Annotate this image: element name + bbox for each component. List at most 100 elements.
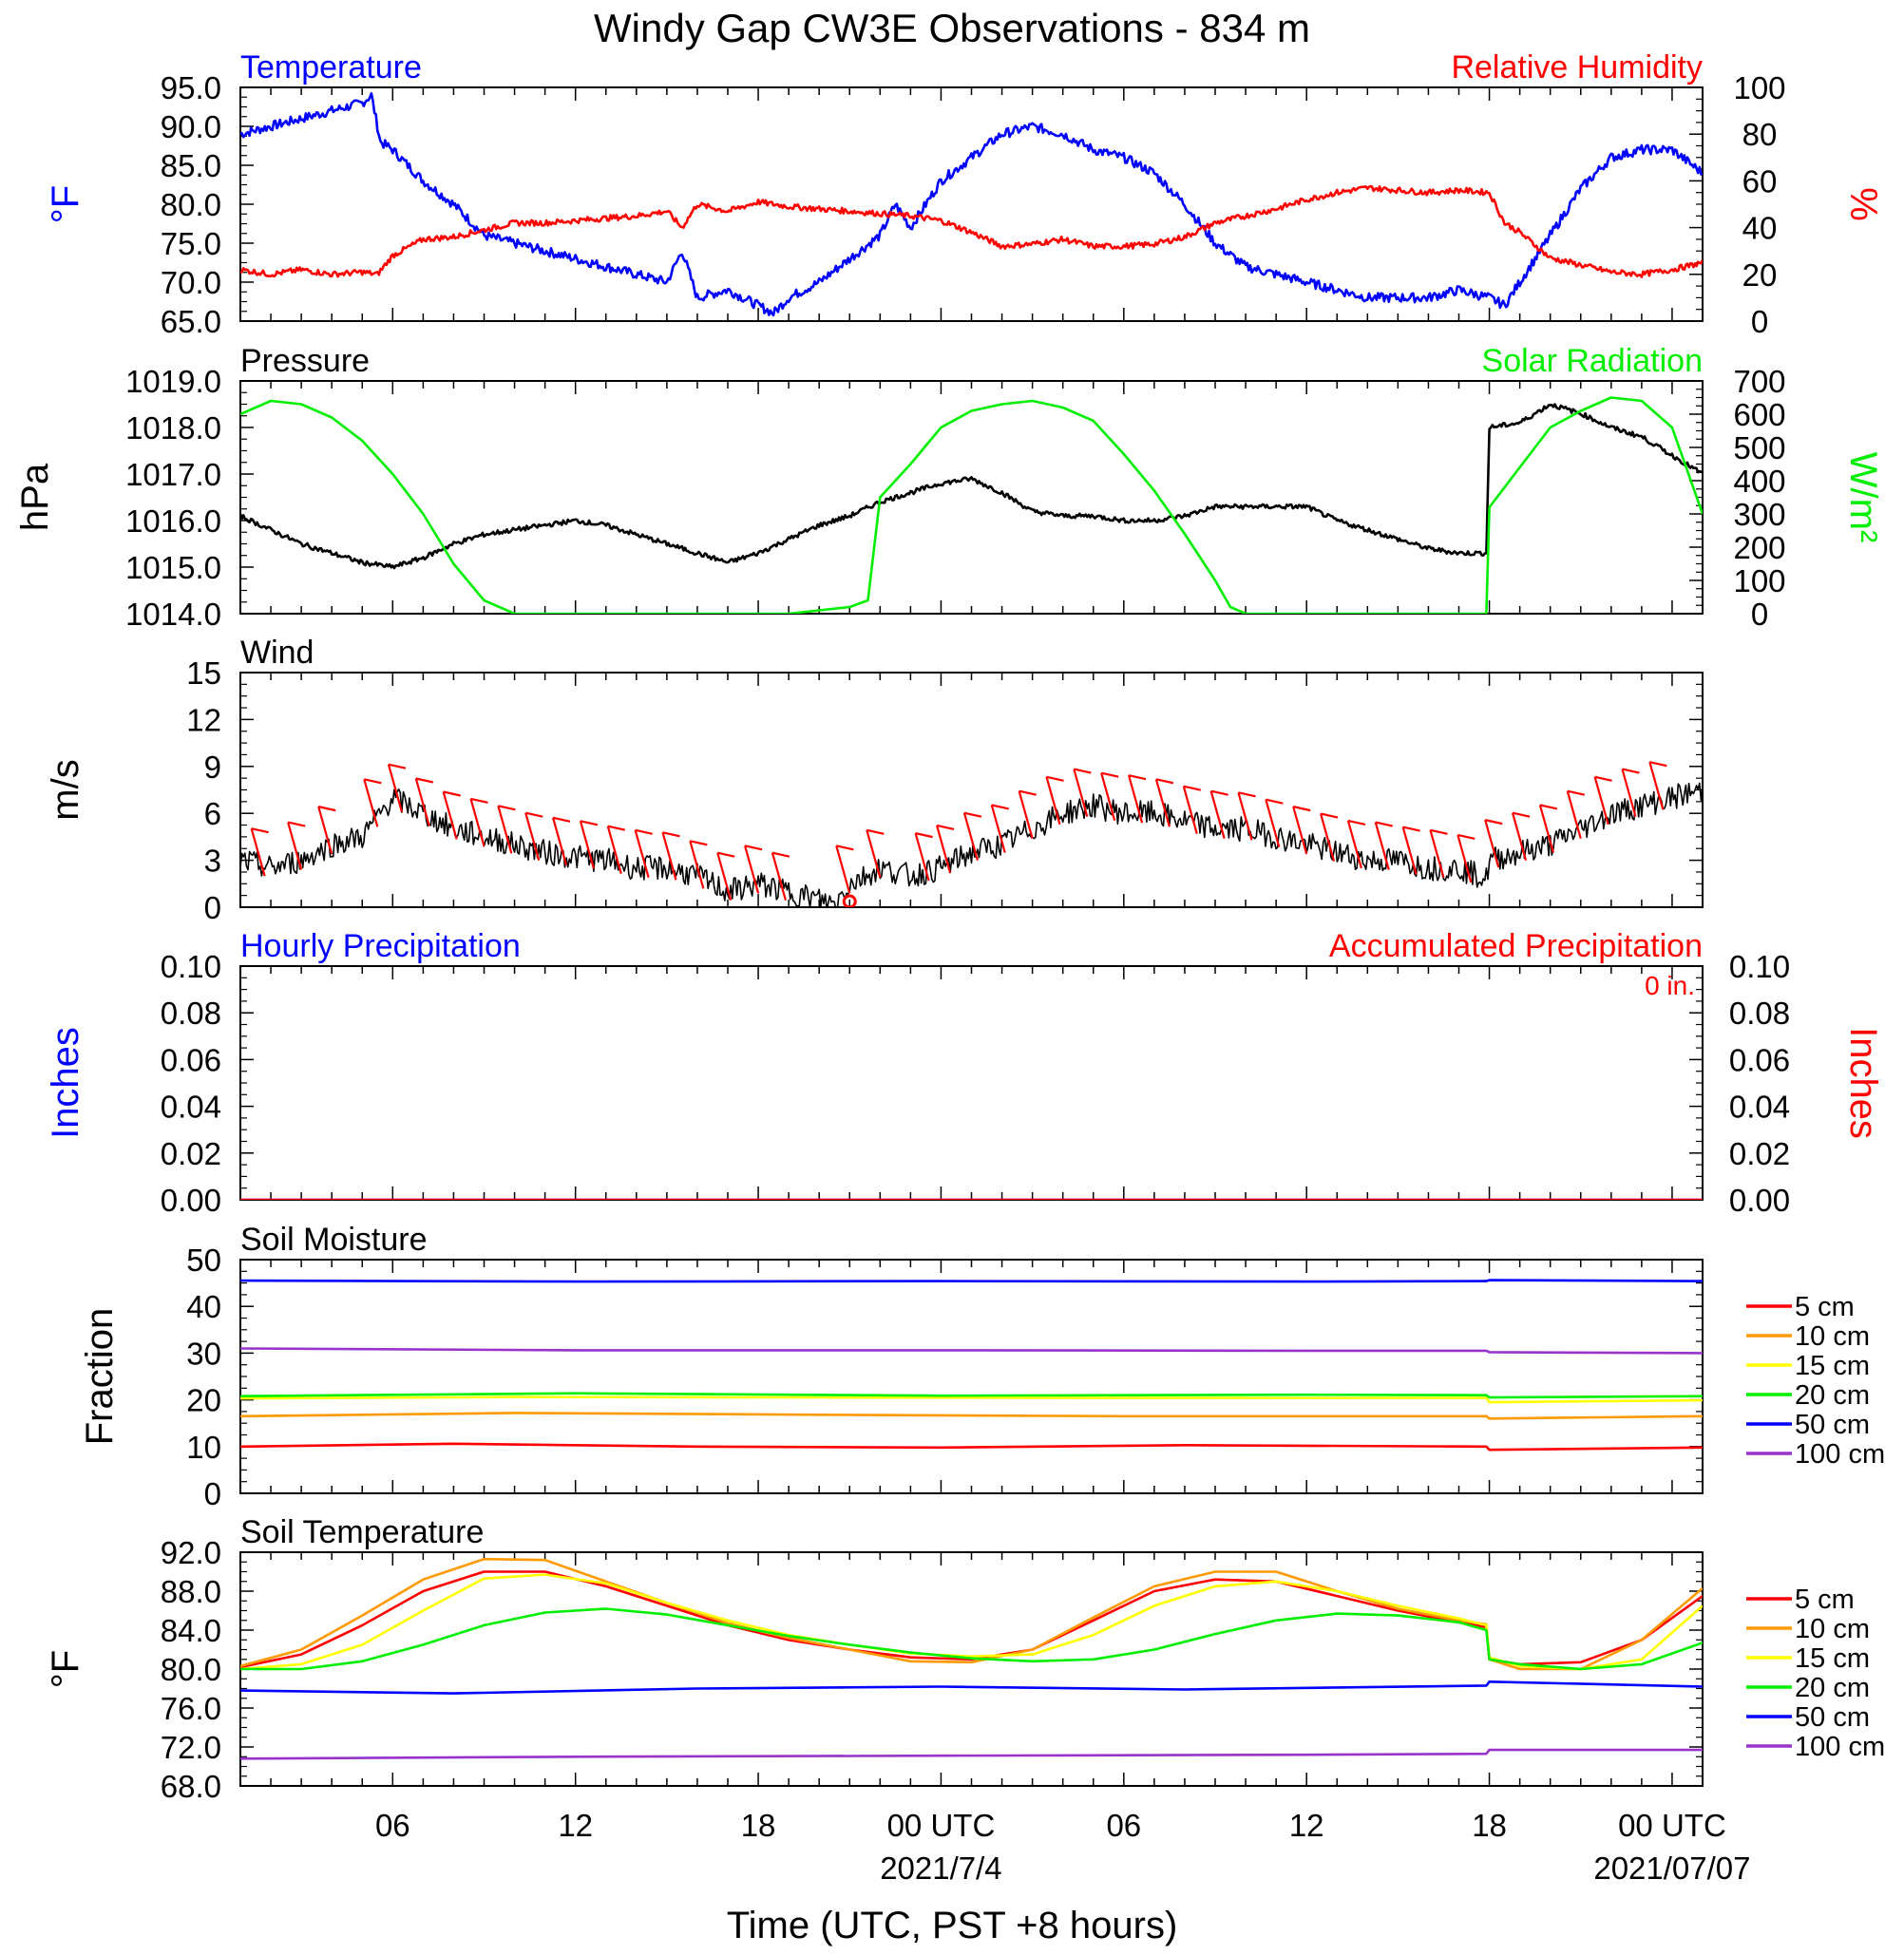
wind-barb-flag — [443, 790, 461, 797]
series-line-10cm — [240, 1557, 1703, 1671]
y-tick-label-right: 60 — [1742, 163, 1778, 199]
y-tick-label-left: 12 — [186, 702, 221, 737]
wind-barb — [363, 779, 379, 827]
wind-barb — [689, 841, 705, 889]
wind-barb-flag — [936, 824, 955, 830]
series-line-5cm — [240, 1570, 1703, 1669]
y-tick-label-left: 1016.0 — [125, 503, 221, 539]
y-tick-label-right: 200 — [1733, 530, 1785, 565]
wind-barb-flag — [1512, 811, 1531, 818]
y-tick-label-right: 0.04 — [1729, 1090, 1790, 1125]
panel-soil-temp: 92.0 88.0 84.0 80.0 76.0 72.0 68.0 Soil Tempera… — [45, 1514, 1885, 1804]
x-tick-label: 00 UTC — [887, 1808, 996, 1843]
wind-barb — [1429, 829, 1445, 879]
wind-barb — [661, 832, 677, 881]
wind-barb-flag — [1074, 768, 1092, 774]
legend-label: 15 cm — [1795, 1643, 1870, 1674]
wind-barb-flag — [1046, 775, 1064, 782]
x-tick-label: 06 — [1106, 1808, 1141, 1843]
wind-barb-flag — [1622, 768, 1640, 774]
wind-barb — [1209, 790, 1226, 839]
wind-barb-flag — [1457, 833, 1476, 841]
y-tick-label-left: 15 — [186, 655, 221, 691]
x-tick-label: 12 — [1289, 1808, 1324, 1843]
legend-label: 50 cm — [1795, 1702, 1870, 1733]
panel-title-left: Pressure — [240, 343, 370, 379]
y-axis-label-left: °F — [45, 1650, 86, 1688]
y-axis-label-left: m/s — [45, 759, 86, 820]
panel-title-right: Relative Humidity — [1451, 49, 1703, 85]
x-axis-label: Time (UTC, PST +8 hours) — [727, 1905, 1178, 1946]
wind-barb-flag — [1375, 821, 1393, 827]
wind-barb — [1621, 769, 1637, 817]
y-tick-label-right: 700 — [1733, 364, 1785, 399]
wind-barb-flag — [1183, 785, 1202, 791]
legend-label: 100 cm — [1795, 1439, 1885, 1470]
wind-barb-flag — [607, 825, 626, 831]
y-tick-label-right: 40 — [1742, 211, 1778, 246]
wind-barb-flag — [716, 851, 735, 858]
y-tick-label-left: 90.0 — [161, 109, 221, 144]
wind-barb — [250, 827, 266, 877]
series-line-15cm — [240, 1573, 1703, 1671]
x-tick-label: 18 — [741, 1808, 776, 1843]
legend-label: 10 cm — [1795, 1321, 1870, 1352]
wind-barb-flag — [1292, 806, 1311, 812]
series-line-15cm — [240, 1395, 1703, 1404]
y-axis-label-left: Inches — [45, 1027, 86, 1139]
wind-barb-flag — [635, 828, 653, 835]
panel-title-right: Accumulated Precipitation — [1329, 928, 1703, 964]
series-line-50cm — [240, 1279, 1703, 1283]
wind-barb — [1237, 792, 1253, 841]
series-line-1 — [240, 184, 1703, 278]
wind-barb-flag — [915, 832, 933, 839]
wind-barb-flag — [1402, 826, 1420, 832]
wind-barb-flag — [1347, 819, 1366, 826]
panel-pressure-solar: 1019.0 1018.0 1017.0 1016.0 1015.0 1014.0 7006… — [14, 343, 1884, 632]
wind-barb-flag — [1484, 819, 1503, 826]
wind-calm-marker — [842, 894, 857, 907]
y-tick-label-right: 20 — [1742, 257, 1778, 293]
wind-barb — [552, 817, 568, 866]
panel-temp-rh: 95.0 90.0 85.0 80.0 75.0 70.0 65.0 100 80 60 40 20 0… — [45, 49, 1884, 339]
series-line-50cm — [240, 1680, 1703, 1695]
y-tick-label-right: 0 — [1751, 597, 1768, 632]
y-tick-label-left: 0 — [204, 890, 221, 925]
wind-barb-flag — [1594, 775, 1612, 782]
wind-barb-flag — [1430, 828, 1448, 835]
y-tick-label-left: 0.06 — [161, 1042, 221, 1077]
series-line-1 — [240, 396, 1703, 614]
y-tick-label-left: 1015.0 — [125, 550, 221, 585]
y-tick-label-left: 85.0 — [161, 148, 221, 183]
y-tick-label-left: 50 — [186, 1243, 221, 1278]
y-tick-label-right: 300 — [1733, 497, 1785, 532]
wind-barb-flag — [1019, 789, 1037, 796]
y-tick-label-right: 0.08 — [1729, 996, 1790, 1031]
panels: 95.090.085.080.075.070.065.0100806040200… — [14, 49, 1885, 1804]
y-tick-label-left: 20 — [186, 1383, 221, 1418]
wind-barb-flag — [364, 778, 382, 785]
wind-barb-flag — [1649, 761, 1667, 768]
x-tick-label: 18 — [1472, 1808, 1507, 1843]
wind-barb-flag — [1100, 771, 1119, 778]
wind-barb-flag — [1128, 774, 1147, 781]
wind-barb-flag — [662, 831, 680, 838]
wind-barb — [1182, 786, 1198, 835]
y-tick-label-left: 72.0 — [161, 1730, 221, 1765]
series-line-20cm — [240, 1392, 1703, 1399]
wind-barb — [1346, 820, 1362, 869]
wind-barb — [1018, 790, 1034, 839]
wind-barb — [914, 832, 930, 882]
plot-frame — [239, 1259, 1704, 1494]
wind-barb-flag — [317, 806, 336, 812]
wind-barb — [1484, 819, 1500, 868]
y-tick-label-left: 88.0 — [161, 1574, 221, 1609]
wind-barb — [287, 822, 303, 870]
y-tick-label-left: 70.0 — [161, 265, 221, 300]
series-group — [240, 92, 1703, 317]
y-tick-label-right: 600 — [1733, 397, 1785, 432]
series-line-20cm — [240, 1607, 1703, 1671]
wind-barb — [442, 791, 458, 840]
wind-barb — [1457, 834, 1473, 883]
wind-barb-flag — [580, 820, 599, 826]
